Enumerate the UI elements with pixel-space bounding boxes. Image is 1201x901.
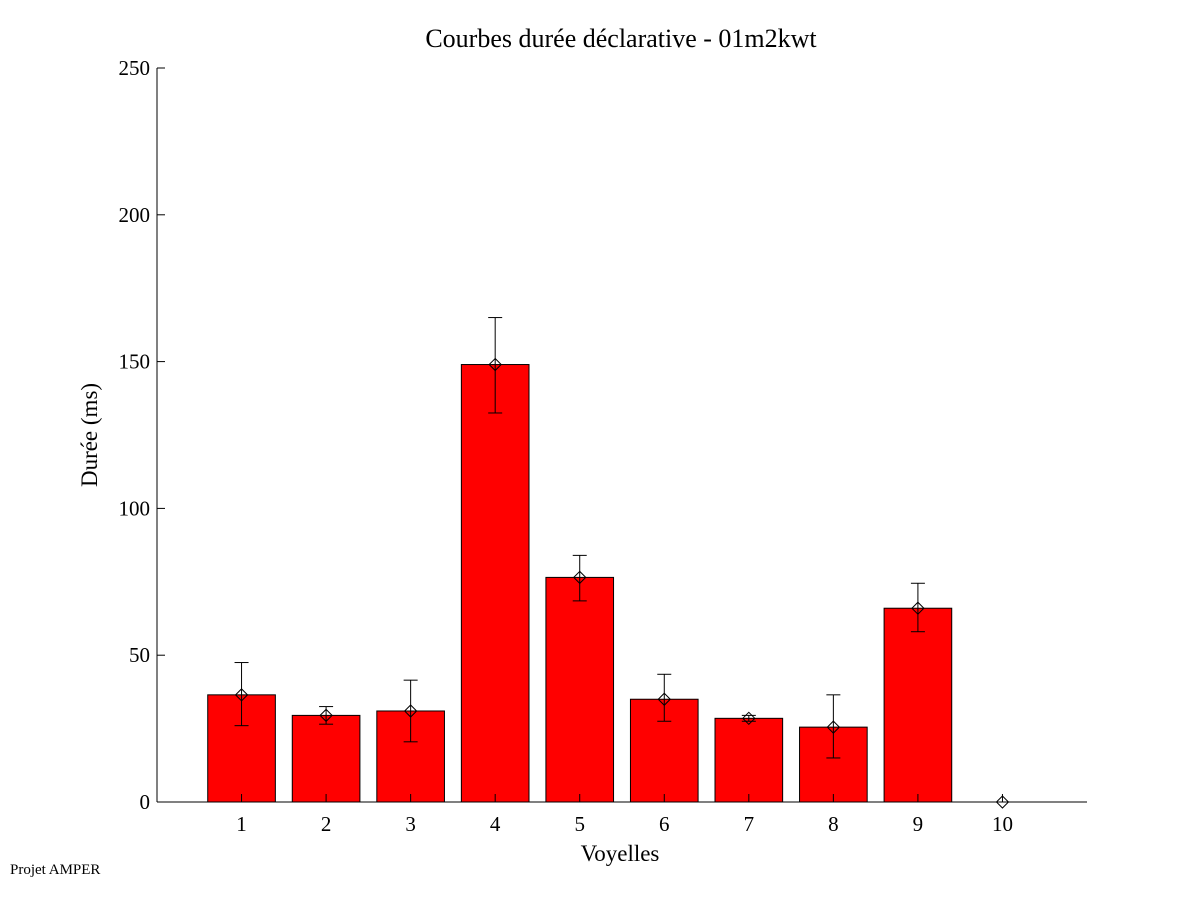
y-tick-label-200: 200	[119, 203, 151, 227]
bar-2	[291, 714, 361, 803]
y-tick-label-100: 100	[119, 496, 151, 520]
plot-area: 0 50 100 150 200 250 1 2 3 4 5 6 7 8 9 10	[119, 56, 1087, 836]
x-tick-label-4: 4	[490, 812, 501, 836]
marker-9	[911, 601, 925, 615]
footer-text: Projet AMPER	[10, 862, 101, 878]
marker-3	[403, 704, 418, 718]
bar-4	[460, 364, 530, 803]
y-axis-label: Durée (ms)	[77, 383, 102, 487]
y-tick-label-250: 250	[119, 56, 151, 80]
x-tick-label-1: 1	[236, 812, 247, 836]
marker-6	[657, 692, 671, 706]
y-tick-label-150: 150	[119, 350, 151, 374]
x-axis-label: Voyelles	[581, 841, 660, 866]
marker-8	[826, 720, 841, 734]
x-tick-label-7: 7	[744, 812, 755, 836]
chart-title: Courbes durée déclarative - 01m2kwt	[425, 24, 817, 53]
x-tick-label-9: 9	[913, 812, 924, 836]
marker-5	[573, 570, 587, 585]
marker-4	[488, 357, 502, 372]
marker-1	[234, 688, 249, 702]
x-tick-label-10: 10	[992, 812, 1013, 836]
marker-2	[319, 708, 333, 723]
bar-7	[714, 717, 784, 803]
bar-5	[545, 576, 615, 803]
marker-10	[995, 795, 1010, 809]
marker-7	[742, 711, 756, 726]
x-tick-label-6: 6	[659, 812, 670, 836]
y-tick-label-50: 50	[129, 643, 150, 667]
x-tick-label-3: 3	[405, 812, 416, 836]
x-tick-label-8: 8	[828, 812, 839, 836]
x-tick-label-5: 5	[574, 812, 585, 836]
x-tick-label-2: 2	[321, 812, 332, 836]
y-tick-label-0: 0	[140, 790, 151, 814]
bar-9	[883, 607, 953, 803]
